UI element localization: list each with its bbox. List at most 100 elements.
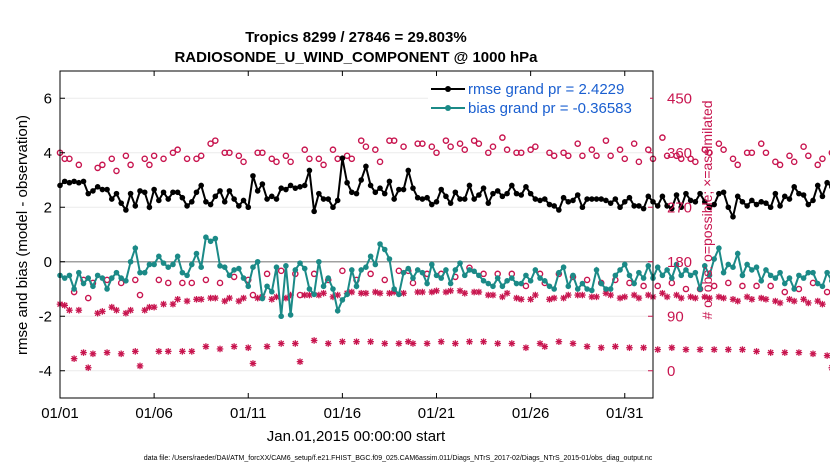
obs-possible-marker	[489, 143, 497, 150]
obs-assimilated-marker	[536, 340, 544, 347]
bias-marker	[278, 313, 284, 320]
rmse-marker	[245, 204, 252, 211]
obs-assimilated-marker	[84, 364, 92, 372]
obs-possible-marker	[729, 155, 737, 163]
rmse-marker	[791, 184, 797, 190]
obs-assimilated-marker	[781, 349, 789, 356]
rmse-marker	[160, 189, 167, 196]
obs-assimilated-marker	[687, 293, 694, 301]
obs-assimilated-marker	[597, 344, 605, 352]
chart-title-line1: Tropics 8299 / 27846 = 29.803%	[245, 29, 466, 46]
right-tick-label: 360	[667, 145, 692, 162]
obs-assimilated-marker	[150, 303, 158, 311]
rmse-marker	[273, 196, 280, 202]
obs-possible-marker	[725, 279, 732, 287]
bias-marker	[433, 272, 440, 279]
obs-assimilated-marker	[739, 346, 746, 353]
bias-marker	[476, 272, 482, 279]
bias-marker	[814, 280, 821, 287]
bias-marker	[781, 280, 788, 287]
bias-marker	[170, 261, 176, 268]
rmse-marker	[659, 193, 666, 200]
obs-possible-marker	[99, 161, 106, 169]
rmse-marker	[645, 193, 652, 200]
bias-marker	[570, 272, 576, 279]
obs-assimilated-marker	[310, 337, 318, 344]
obs-possible-marker	[753, 282, 760, 290]
obs-possible-marker	[823, 288, 830, 296]
obs-assimilated-stroke	[499, 293, 506, 300]
obs-assimilated-stroke	[654, 346, 661, 353]
obs-assimilated-marker	[522, 344, 530, 352]
rmse-marker	[621, 199, 628, 205]
obs-assimilated-marker	[61, 302, 69, 309]
obs-assimilated-stroke	[461, 290, 468, 297]
x-axis-label: Jan.01,2015 00:00:00 start	[267, 428, 446, 445]
bias-marker	[283, 263, 289, 269]
y-tick-label: 0	[44, 254, 52, 271]
right-axis-ticks: 0 90 180 270 360 450	[648, 90, 692, 380]
bias-marker	[800, 275, 807, 281]
x-tick-label: 01/31	[606, 405, 644, 422]
bias-marker	[160, 260, 167, 266]
rmse-marker	[429, 201, 435, 208]
rmse-marker	[217, 188, 223, 194]
obs-assimilated-stroke	[165, 348, 172, 355]
obs-assimilated-stroke	[231, 343, 238, 350]
rmse-marker	[320, 196, 327, 202]
obs-assimilated-stroke	[202, 343, 209, 350]
rmse-marker	[697, 190, 703, 197]
obs-assimilated-stroke	[612, 343, 619, 350]
obs-assimilated-marker	[659, 289, 666, 297]
bias-marker	[796, 272, 802, 279]
obs-assimilated-stroke	[683, 346, 689, 353]
obs-assimilated-marker	[395, 340, 403, 347]
x-tick-label: 01/26	[512, 405, 550, 422]
obs-assimilated-stroke	[541, 343, 548, 350]
obs-assimilated-stroke	[555, 338, 562, 345]
obs-assimilated-stroke	[198, 296, 205, 303]
rmse-marker	[170, 189, 176, 196]
obs-assimilated-stroke	[626, 344, 633, 351]
rmse-marker	[485, 200, 492, 206]
bias-marker	[320, 283, 327, 290]
obs-possible-marker	[362, 143, 370, 150]
rmse-marker	[396, 186, 402, 193]
obs-possible-marker	[357, 137, 365, 144]
obs-possible-marker	[343, 152, 351, 160]
obs-assimilated-stroke	[127, 307, 134, 314]
bias-marker	[631, 280, 637, 287]
obs-assimilated-stroke	[447, 287, 454, 294]
rmse-marker	[410, 185, 416, 191]
obs-assimilated-stroke	[61, 302, 68, 309]
obs-assimilated-marker	[583, 343, 591, 350]
bias-marker	[66, 272, 73, 279]
obs-assimilated-stroke	[292, 340, 299, 347]
obs-assimilated-stroke	[527, 296, 534, 303]
rmse-marker	[730, 213, 736, 220]
bias-marker	[607, 286, 614, 292]
bias-marker	[584, 286, 590, 292]
rmse-marker	[301, 182, 308, 189]
bias-marker	[744, 261, 750, 268]
bias-marker	[810, 269, 816, 276]
bias-marker	[141, 269, 148, 276]
obs-assimilated-marker	[103, 349, 111, 356]
obs-assimilated-stroke	[664, 293, 671, 300]
obs-possible-marker	[263, 270, 271, 278]
obs-possible-marker	[428, 143, 436, 150]
obs-assimilated-marker	[188, 348, 196, 355]
rmse-marker	[367, 182, 374, 189]
obs-possible-marker	[630, 140, 638, 147]
bias-marker	[494, 275, 501, 281]
rmse-marker	[636, 203, 642, 209]
obs-possible-marker	[527, 146, 534, 154]
obs-assimilated-marker	[419, 288, 426, 296]
obs-possible-marker	[484, 149, 492, 157]
obs-possible-marker	[673, 152, 680, 160]
obs-possible-marker	[767, 282, 774, 290]
bias-marker	[250, 264, 256, 271]
obs-assimilated-stroke	[734, 298, 741, 305]
obs-possible-marker	[108, 155, 116, 163]
bias-marker	[410, 275, 416, 281]
